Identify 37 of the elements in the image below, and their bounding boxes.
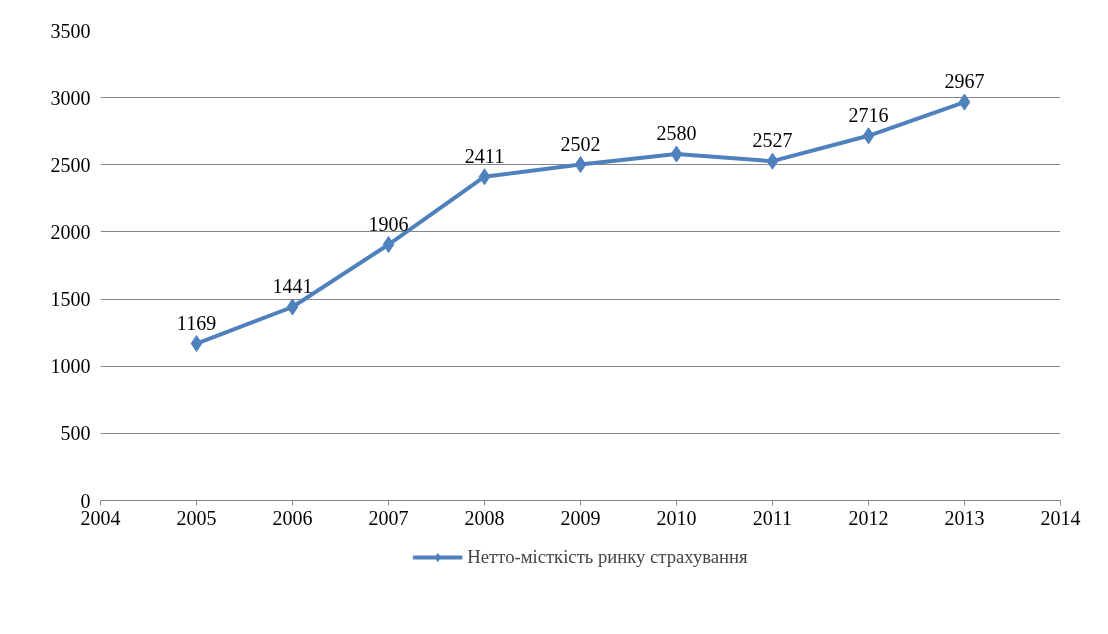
y-tick-label: 2000 [50, 220, 91, 243]
x-tick-label: 2006 [272, 506, 313, 529]
point [478, 168, 491, 186]
data-label: 2580 [656, 122, 697, 145]
y-tick-label: 2500 [50, 153, 91, 176]
point [958, 93, 971, 111]
point [670, 145, 683, 163]
y-tick-label: 3000 [50, 86, 91, 109]
data-label: 1169 [176, 311, 217, 334]
point [766, 152, 779, 170]
x-tick-label: 2011 [752, 506, 793, 529]
point [190, 335, 203, 353]
x-tick-label: 2013 [944, 506, 985, 529]
point [286, 298, 299, 316]
data-label: 2527 [752, 129, 793, 152]
legend-label: Нетто-місткість ринку страхування [467, 546, 748, 568]
y-tick-label: 3500 [50, 19, 91, 42]
y-tick-label: 1000 [50, 355, 91, 378]
data-label: 2716 [848, 103, 889, 126]
y-tick-label: 0 [80, 489, 91, 512]
point [574, 156, 587, 174]
data-label: 2967 [944, 70, 985, 93]
data-label: 1441 [272, 274, 313, 297]
x-tick-label: 2005 [176, 506, 217, 529]
x-tick-label: 2008 [464, 506, 505, 529]
x-tick-label: 2010 [656, 506, 697, 529]
y-tick-label: 500 [60, 422, 91, 445]
x-tick-label: 2007 [368, 506, 409, 529]
y-tick-label: 1500 [50, 288, 91, 311]
point [862, 127, 875, 145]
x-tick-label: 2014 [1040, 506, 1081, 529]
data-label: 1906 [368, 212, 409, 235]
x-tick-label: 2012 [848, 506, 889, 529]
x-tick-label: 2009 [560, 506, 601, 529]
point [382, 236, 395, 254]
data-label: 2411 [464, 144, 505, 167]
data-label: 2502 [560, 132, 601, 155]
